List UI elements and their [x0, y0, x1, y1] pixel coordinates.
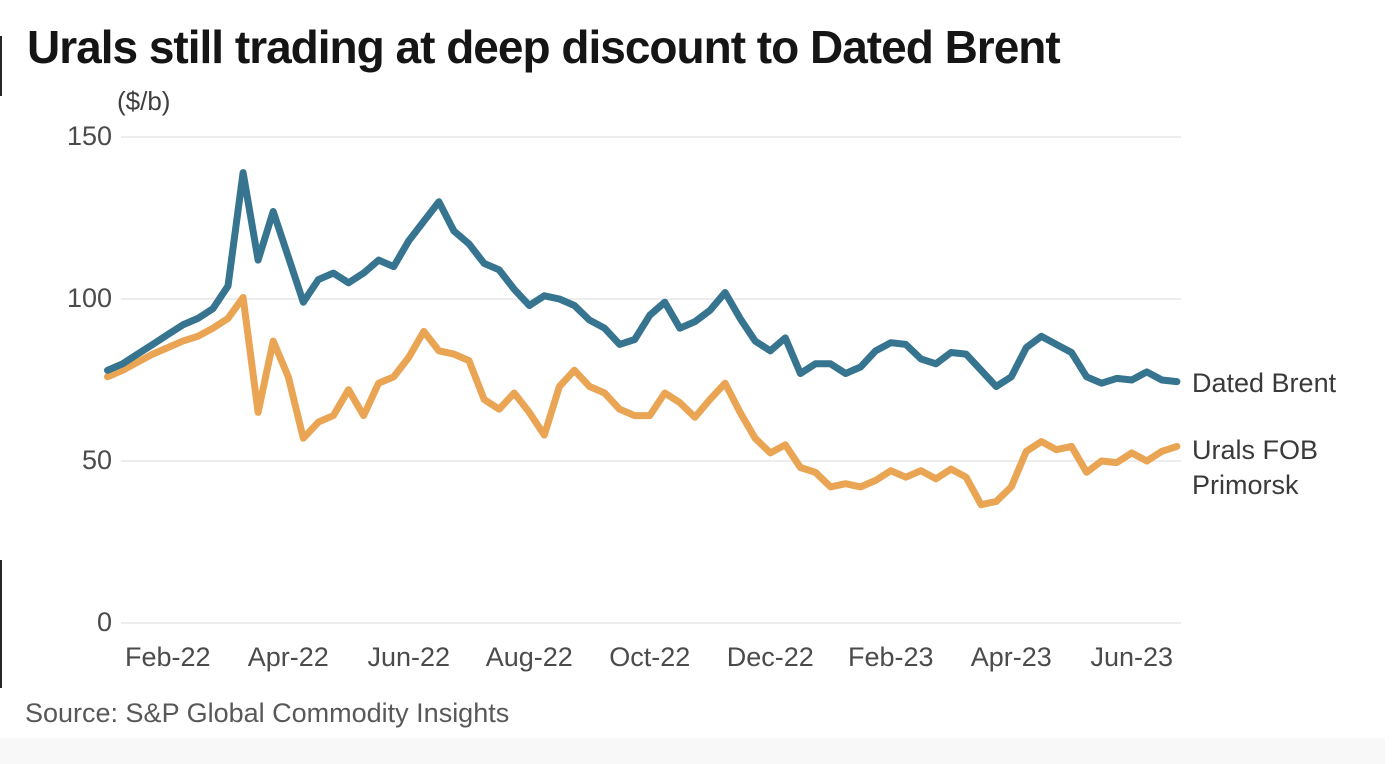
x-tick-feb-22: Feb-22: [124, 642, 211, 672]
line-dated-brent: [104, 169, 1181, 390]
x-tick-feb-23: Feb-23: [847, 642, 934, 672]
bottom-band-artifact: [0, 738, 1385, 764]
series-label-urals-line1: Urals FOB: [1192, 435, 1319, 465]
x-tick-aug-22: Aug-22: [485, 642, 573, 672]
y-tick-50: 50: [81, 444, 112, 475]
y-tick-100: 100: [66, 282, 112, 313]
x-tick-jun-22: Jun-22: [367, 642, 451, 672]
series-label-urals-fob-primorsk: Urals FOB Primorsk: [1192, 433, 1318, 503]
source-attribution: Source: S&P Global Commodity Insights: [25, 698, 510, 728]
x-tick-dec-22: Dec-22: [726, 642, 814, 672]
left-edge-artifact-top: [0, 36, 2, 96]
x-tick-apr-22: Apr-22: [247, 642, 329, 672]
y-tick-150: 150: [66, 120, 112, 151]
series-label-dated-brent: Dated Brent: [1192, 368, 1337, 398]
left-edge-artifact-bottom: [0, 560, 2, 688]
x-tick-jun-23: Jun-23: [1090, 642, 1174, 672]
chart-title: Urals still trading at deep discount to …: [27, 21, 1061, 73]
y-axis-unit-label: ($/b): [117, 86, 171, 116]
y-tick-0: 0: [96, 606, 112, 637]
x-tick-apr-23: Apr-23: [970, 642, 1052, 672]
x-tick-oct-22: Oct-22: [609, 642, 691, 672]
series-label-urals-line2: Primorsk: [1192, 470, 1299, 500]
line-urals-fob-primorsk: [104, 293, 1181, 509]
